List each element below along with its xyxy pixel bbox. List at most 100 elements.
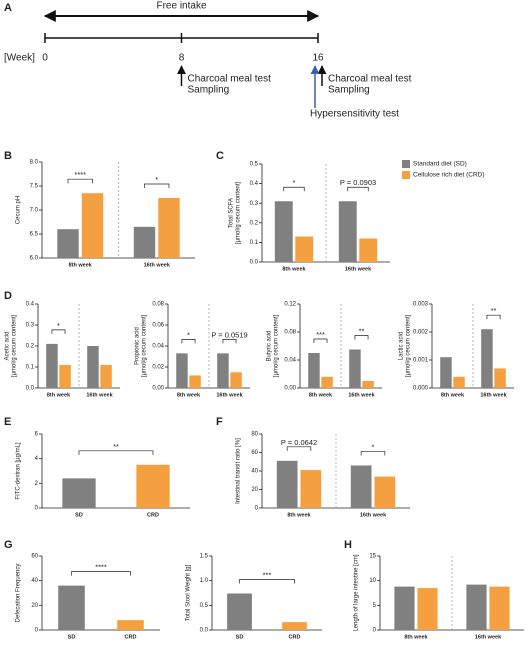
sig-bracket bbox=[486, 314, 501, 320]
x-tick-label: 16th week bbox=[144, 262, 171, 268]
sig-label: **** bbox=[95, 563, 107, 572]
bar bbox=[489, 586, 510, 630]
x-tick-label: 8th week bbox=[282, 266, 306, 272]
y-tick-label: 0.3 bbox=[250, 201, 259, 207]
bar bbox=[453, 376, 465, 388]
sig-label: * bbox=[155, 175, 158, 184]
bar bbox=[227, 593, 252, 630]
y-axis-label: Butyric acid bbox=[267, 330, 273, 361]
x-tick-label: 16th week bbox=[348, 392, 375, 398]
y-tick-label: 0.2 bbox=[26, 344, 35, 350]
y-tick-label: 20 bbox=[251, 487, 258, 493]
y-axis-label: Total Stool Weight [g] bbox=[186, 564, 192, 621]
sig-bracket bbox=[51, 329, 66, 334]
legend-label: Standard diet (SD) bbox=[413, 161, 467, 168]
y-tick-label: 0.5 bbox=[250, 162, 259, 168]
y-axis-label: Propionic acid bbox=[135, 327, 141, 365]
bar bbox=[362, 381, 374, 388]
x-tick-label: 16th week bbox=[480, 392, 507, 398]
y-axis-label: [µmol/g cecum content] bbox=[142, 315, 148, 377]
bar bbox=[87, 346, 99, 388]
y-tick-label: 40 bbox=[31, 578, 38, 584]
panel-label: A bbox=[4, 2, 12, 14]
y-axis-label: Defecation Frequency bbox=[16, 564, 22, 623]
x-tick-label: CRD bbox=[289, 634, 301, 640]
y-axis-label: Acetic acid bbox=[5, 331, 11, 360]
event-text: Sampling bbox=[188, 85, 230, 96]
x-tick-label: SD bbox=[68, 634, 76, 640]
bar bbox=[100, 364, 112, 388]
y-tick-label: 0.08 bbox=[152, 302, 164, 308]
sig-label: ** bbox=[491, 306, 497, 315]
bar bbox=[136, 464, 170, 508]
bar bbox=[158, 198, 180, 258]
panel-label: G bbox=[4, 539, 13, 551]
bar bbox=[350, 465, 372, 508]
y-tick-label: 0.04 bbox=[284, 358, 296, 364]
y-tick-label: 0.06 bbox=[152, 323, 164, 329]
sig-label: ** bbox=[113, 442, 119, 451]
y-tick-label: 6 bbox=[35, 432, 39, 438]
bar bbox=[189, 375, 201, 388]
sig-bracket bbox=[181, 339, 196, 344]
y-axis-label: [µmol/g cecum content] bbox=[12, 315, 18, 377]
bar bbox=[321, 376, 333, 388]
event-text: Charcoal meal test bbox=[328, 74, 412, 85]
y-tick-label: 0.4 bbox=[26, 302, 35, 308]
y-axis-label: FITC-dextran [µg/mL] bbox=[16, 442, 22, 499]
y-tick-label: 0.4 bbox=[250, 181, 259, 187]
bar bbox=[276, 460, 298, 508]
y-tick-label: 0.12 bbox=[284, 302, 296, 308]
bar bbox=[494, 368, 506, 388]
sig-label: *** bbox=[263, 570, 272, 579]
y-tick-label: 4 bbox=[35, 456, 39, 462]
y-axis-label: [µmol/g cecum content] bbox=[236, 182, 242, 244]
y-tick-label: 15 bbox=[369, 554, 376, 560]
x-tick-label: 16th week bbox=[216, 392, 243, 398]
x-tick-label: 8th week bbox=[47, 392, 71, 398]
intake-label: Free intake bbox=[156, 1, 206, 12]
sig-label: **** bbox=[74, 170, 86, 179]
y-tick-label: 60 bbox=[251, 450, 258, 456]
sig-label: * bbox=[57, 321, 60, 330]
y-axis-label: Length of large intestine [cm] bbox=[354, 554, 360, 631]
sig-label: * bbox=[372, 442, 375, 451]
panel-label: E bbox=[4, 416, 11, 428]
y-tick-label: 0.0 bbox=[26, 386, 35, 392]
panel-label: D bbox=[4, 290, 12, 302]
sig-bracket bbox=[313, 338, 328, 343]
sig-bracket bbox=[286, 446, 312, 451]
bar bbox=[440, 357, 452, 388]
sig-bracket bbox=[360, 451, 386, 456]
y-tick-label: 0.1 bbox=[250, 240, 259, 246]
bar bbox=[308, 353, 320, 388]
x-tick-label: SD bbox=[236, 634, 244, 640]
bar bbox=[338, 201, 357, 262]
y-tick-label: 5 bbox=[373, 603, 377, 609]
bar bbox=[217, 353, 229, 388]
y-tick-label: 0.000 bbox=[413, 386, 429, 392]
sig-label: * bbox=[293, 178, 296, 187]
sig-label: P = 0.0642 bbox=[281, 438, 317, 447]
sig-bracket bbox=[67, 178, 93, 184]
x-tick-label: 16th week bbox=[345, 266, 372, 272]
sig-bracket bbox=[78, 450, 154, 455]
bar bbox=[230, 372, 242, 388]
y-tick-label: 7.5 bbox=[30, 184, 39, 190]
y-tick-label: 0.08 bbox=[284, 330, 296, 336]
sig-label: *** bbox=[316, 330, 325, 339]
y-tick-label: 0 bbox=[35, 506, 39, 512]
y-tick-label: 0 bbox=[35, 628, 39, 634]
y-tick-label: 80 bbox=[251, 432, 258, 438]
y-tick-label: 0.5 bbox=[200, 603, 209, 609]
y-tick-label: 0.001 bbox=[413, 358, 429, 364]
bar bbox=[117, 620, 144, 630]
sig-label: ** bbox=[359, 326, 365, 335]
bar bbox=[81, 193, 104, 258]
y-tick-label: 6.5 bbox=[30, 232, 39, 238]
panel-label: H bbox=[344, 539, 352, 551]
week-label: 0 bbox=[42, 53, 48, 64]
bar bbox=[62, 478, 96, 508]
y-tick-label: 10 bbox=[369, 578, 376, 584]
